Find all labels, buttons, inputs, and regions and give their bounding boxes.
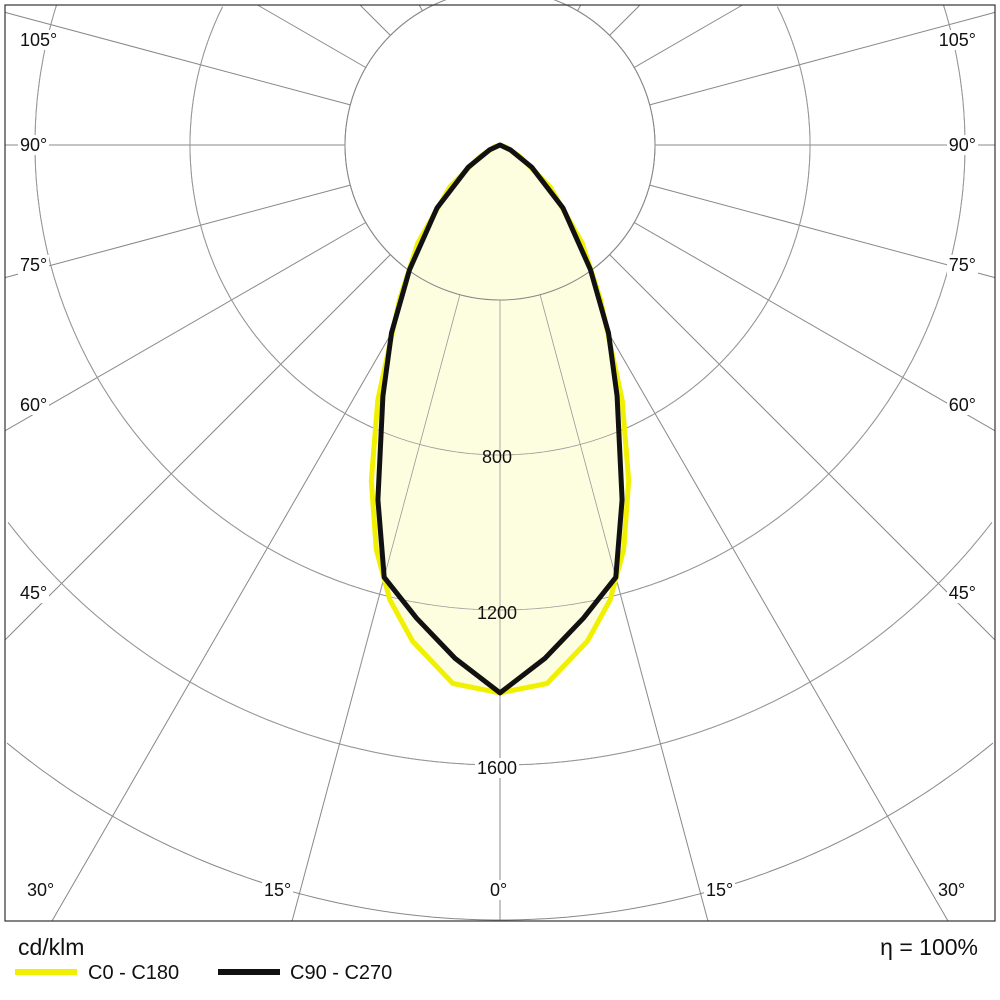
angle-label-bottom-30-right: 30° bbox=[936, 880, 968, 900]
chart-frame bbox=[4, 4, 996, 922]
angle-label-bottom-0: 0° bbox=[488, 880, 510, 900]
unit-label: cd/klm bbox=[18, 934, 85, 960]
radial-line-150 bbox=[577, 4, 582, 12]
radial-line-135 bbox=[359, 4, 391, 36]
angle-label-left-60: 60° bbox=[18, 395, 50, 415]
radial-overlay--15 bbox=[354, 294, 461, 687]
efficiency-label: η = 100% bbox=[880, 934, 978, 960]
angle-label-left-45: 45° bbox=[18, 583, 50, 603]
angle-label-bottom-15-left: 15° bbox=[262, 880, 294, 900]
radial-line-45 bbox=[609, 254, 996, 641]
radial-line-60 bbox=[4, 222, 367, 432]
legend-swatch-c90-c270 bbox=[218, 969, 280, 975]
radial-label-1200: 1200 bbox=[477, 603, 518, 623]
ring-1200 bbox=[943, 5, 966, 145]
ring-overlay-400 bbox=[344, 0, 656, 301]
ring-400 bbox=[566, 4, 656, 145]
radial-line-45 bbox=[4, 254, 391, 641]
ring-overlay-800 bbox=[189, 6, 811, 456]
radial-line-75 bbox=[4, 184, 351, 279]
angle-label-left-105: 105° bbox=[18, 30, 60, 50]
radial-line-30 bbox=[577, 278, 949, 922]
ring-800 bbox=[776, 6, 811, 145]
legend-label-c0-c180: C0 - C180 bbox=[88, 962, 180, 984]
radial-line-105 bbox=[4, 11, 351, 106]
radial-line-150 bbox=[418, 4, 423, 12]
angle-label-right-60: 60° bbox=[946, 395, 978, 415]
radial-line-120 bbox=[633, 4, 743, 68]
series-curve-c90-c270 bbox=[375, 142, 625, 696]
radial-label-800: 800 bbox=[482, 447, 513, 467]
angle-label-right-105: 105° bbox=[936, 30, 978, 50]
angle-label-right-75: 75° bbox=[946, 255, 978, 275]
intensity-curves bbox=[7, 0, 993, 766]
angle-label-left-90: 90° bbox=[18, 135, 50, 155]
ring-overlay-1200 bbox=[34, 5, 966, 611]
radial-line-135 bbox=[609, 4, 641, 36]
legend-label-c90-c270: C90 - C270 bbox=[290, 962, 393, 984]
angle-label-bottom-15-right: 15° bbox=[704, 880, 736, 900]
radial-label-1600: 1600 bbox=[475, 758, 520, 778]
radial-line-60 bbox=[633, 222, 996, 432]
radial-line-75 bbox=[649, 184, 996, 279]
radial-line-30 bbox=[51, 278, 423, 922]
angle-label-left-75: 75° bbox=[18, 255, 50, 275]
radial-line-120 bbox=[257, 4, 367, 68]
ring-overlay-1200 bbox=[943, 5, 966, 145]
angle-label-bottom-30-left: 30° bbox=[25, 880, 57, 900]
legend-swatch-c0-c180 bbox=[15, 969, 77, 975]
radial-line-105 bbox=[649, 11, 996, 106]
ring-overlay-800 bbox=[777, 6, 811, 145]
radial-overlay-15 bbox=[539, 294, 646, 687]
angle-label-right-90: 90° bbox=[946, 135, 978, 155]
angle-label-right-45: 45° bbox=[946, 583, 978, 603]
